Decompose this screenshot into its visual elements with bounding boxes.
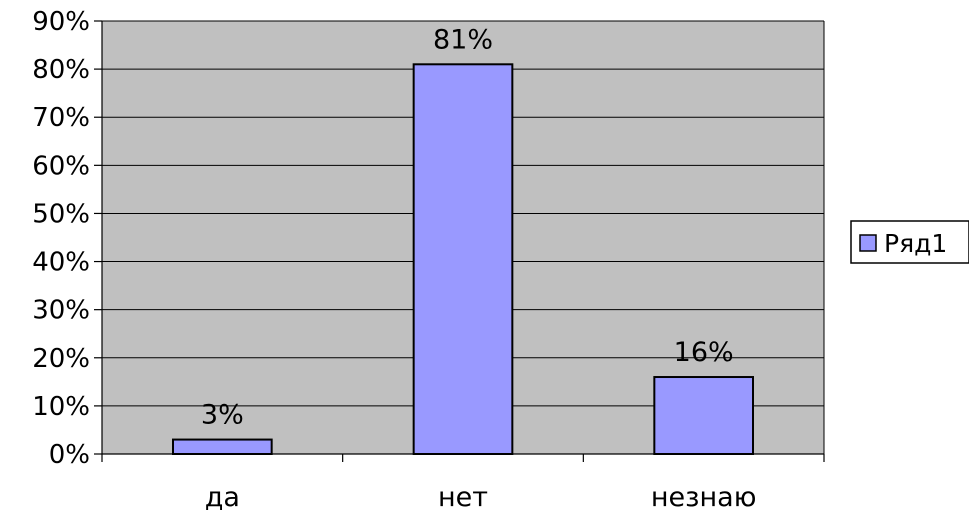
bar [412,63,514,456]
legend-label: Ряд1 [884,229,947,258]
y-tick-label: 50% [32,199,90,229]
bar [653,376,755,455]
y-tick-label: 10% [32,392,90,422]
axes: 0% 10% 20% 30% 40% 50% 60% 70% 80% 90% [32,7,825,470]
bar [171,438,273,456]
bars [171,63,755,456]
legend: Ряд1 [850,220,969,264]
labels: 3% да 81% нет 16% незнаю [201,24,757,513]
data-label: 81% [433,24,493,55]
x-category-label: нет [438,482,488,513]
data-label: 3% [201,400,244,431]
data-label: 16% [674,337,734,368]
legend-swatch [859,234,877,252]
y-tick-label: 60% [32,151,90,181]
y-tick-label: 80% [32,55,90,85]
y-tick-label: 70% [32,103,90,133]
x-category-label: да [205,482,240,513]
y-tick-label: 0% [49,440,90,470]
y-tick-label: 20% [32,344,90,374]
y-tick-label: 90% [32,7,90,37]
x-category-label: незнаю [651,482,757,513]
y-tick-label: 40% [32,248,90,278]
y-tick-label: 30% [32,296,90,326]
